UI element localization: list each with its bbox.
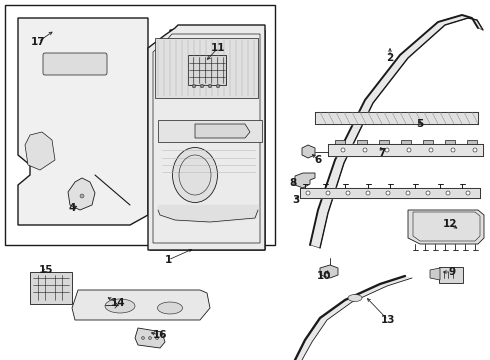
Circle shape	[406, 191, 410, 195]
Text: 15: 15	[39, 265, 53, 275]
Ellipse shape	[348, 294, 362, 302]
Circle shape	[216, 84, 220, 88]
FancyBboxPatch shape	[379, 140, 389, 144]
Text: 17: 17	[31, 37, 45, 47]
Polygon shape	[155, 38, 258, 98]
Polygon shape	[72, 290, 210, 320]
FancyBboxPatch shape	[423, 140, 433, 144]
Circle shape	[473, 148, 477, 152]
Circle shape	[429, 148, 433, 152]
FancyBboxPatch shape	[445, 140, 455, 144]
Circle shape	[208, 84, 212, 88]
Ellipse shape	[172, 148, 218, 202]
Text: 6: 6	[315, 155, 321, 165]
Circle shape	[341, 148, 345, 152]
Circle shape	[385, 148, 389, 152]
Text: 11: 11	[211, 43, 225, 53]
Circle shape	[386, 191, 390, 195]
Polygon shape	[25, 132, 55, 170]
Circle shape	[346, 191, 350, 195]
Ellipse shape	[157, 302, 182, 314]
Circle shape	[446, 191, 450, 195]
Circle shape	[426, 191, 430, 195]
Polygon shape	[295, 276, 412, 360]
Polygon shape	[148, 25, 265, 250]
Text: 14: 14	[111, 298, 125, 308]
Polygon shape	[195, 124, 250, 138]
Circle shape	[142, 337, 145, 339]
FancyBboxPatch shape	[335, 140, 345, 144]
Circle shape	[192, 84, 196, 88]
Ellipse shape	[105, 299, 135, 313]
Polygon shape	[295, 173, 315, 188]
Circle shape	[155, 337, 158, 339]
Polygon shape	[158, 120, 262, 142]
Circle shape	[363, 148, 367, 152]
Text: 9: 9	[448, 267, 456, 277]
Text: 1: 1	[164, 255, 171, 265]
Bar	[5, 5, 275, 245]
Circle shape	[407, 148, 411, 152]
Circle shape	[200, 84, 204, 88]
FancyBboxPatch shape	[357, 140, 367, 144]
FancyBboxPatch shape	[401, 140, 411, 144]
Polygon shape	[18, 18, 148, 225]
Polygon shape	[430, 268, 440, 280]
Text: 2: 2	[387, 53, 393, 63]
Polygon shape	[302, 145, 315, 158]
FancyBboxPatch shape	[188, 55, 226, 85]
FancyBboxPatch shape	[439, 267, 463, 283]
Text: 4: 4	[68, 203, 75, 213]
Circle shape	[451, 148, 455, 152]
Polygon shape	[320, 265, 338, 278]
Text: 13: 13	[381, 315, 395, 325]
Text: 12: 12	[443, 219, 457, 229]
Polygon shape	[408, 210, 484, 244]
Polygon shape	[310, 15, 483, 248]
Polygon shape	[68, 178, 95, 210]
Text: 7: 7	[378, 148, 386, 158]
FancyBboxPatch shape	[43, 53, 107, 75]
Circle shape	[148, 337, 151, 339]
Polygon shape	[135, 328, 165, 348]
FancyBboxPatch shape	[30, 272, 72, 304]
Text: 3: 3	[293, 195, 299, 205]
Polygon shape	[150, 30, 265, 250]
FancyBboxPatch shape	[467, 140, 477, 144]
Text: 5: 5	[416, 119, 424, 129]
Circle shape	[466, 191, 470, 195]
Circle shape	[80, 194, 84, 198]
Text: 16: 16	[153, 330, 167, 340]
Circle shape	[306, 191, 310, 195]
Text: 10: 10	[317, 271, 331, 281]
Circle shape	[326, 191, 330, 195]
Circle shape	[366, 191, 370, 195]
Text: 8: 8	[290, 178, 296, 188]
